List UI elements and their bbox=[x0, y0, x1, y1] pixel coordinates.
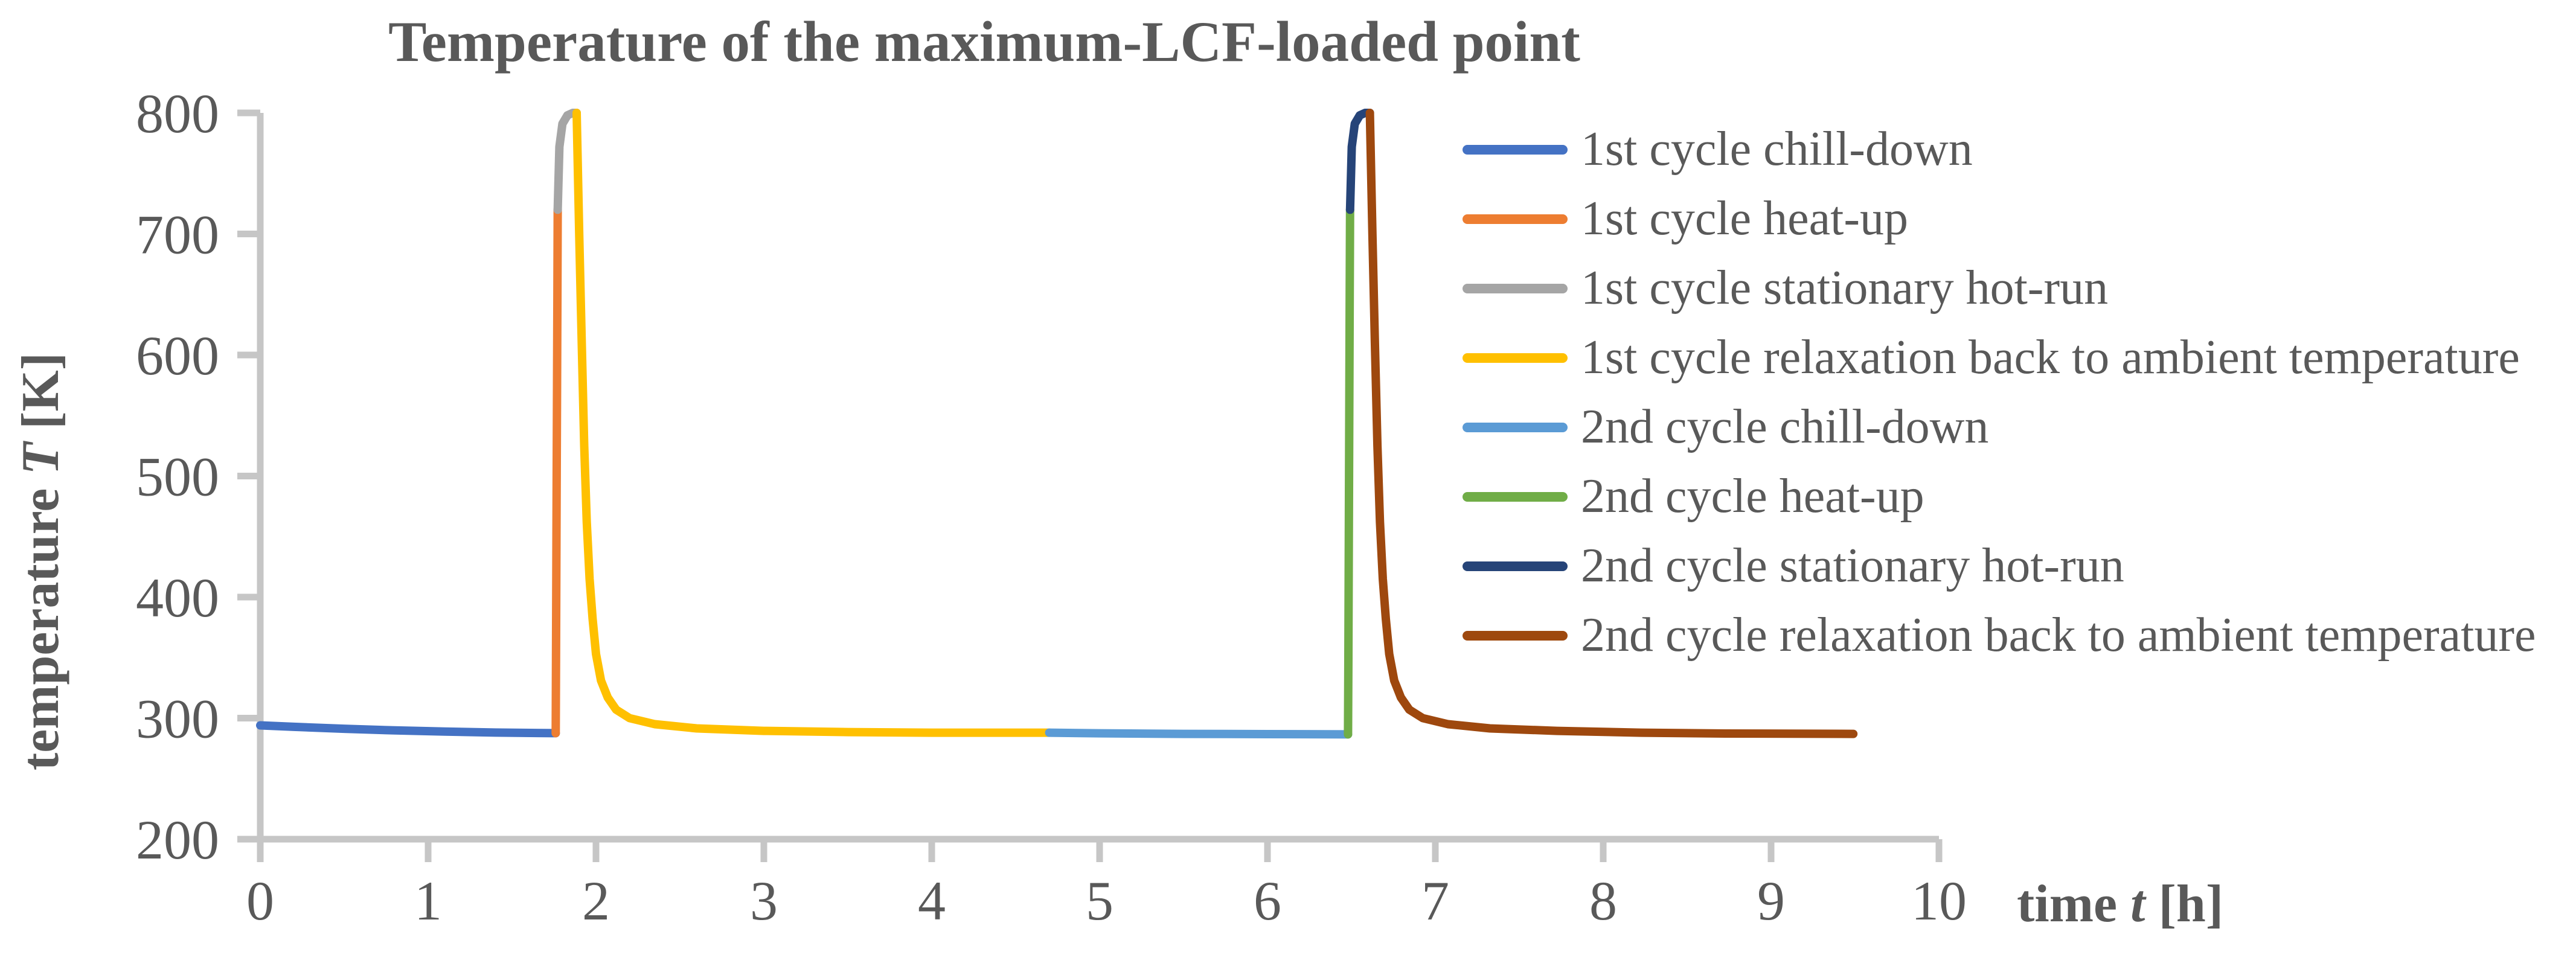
legend-swatch-line bbox=[1463, 214, 1568, 224]
x-tick-label: 9 bbox=[1757, 870, 1785, 932]
legend-swatch-line bbox=[1463, 283, 1568, 293]
y-tick-label: 300 bbox=[136, 688, 219, 750]
y-tick-label: 600 bbox=[136, 325, 219, 386]
legend-swatch-line bbox=[1463, 144, 1568, 155]
x-tick-label: 8 bbox=[1589, 870, 1617, 932]
legend-label: 1st cycle stationary hot-run bbox=[1581, 261, 2109, 315]
legend-swatch-line bbox=[1463, 422, 1568, 432]
legend-row: 2nd cycle relaxation back to ambient tem… bbox=[1463, 601, 2536, 670]
x-tick-label: 7 bbox=[1421, 870, 1449, 932]
x-axis-title-text: time bbox=[2017, 875, 2118, 933]
legend-row: 2nd cycle chill-down bbox=[1463, 392, 2536, 462]
series-1st-cycle-relaxation-back-to-ambient-temperature bbox=[572, 109, 1054, 737]
x-tick-label: 2 bbox=[582, 870, 610, 932]
series-2nd-cycle-heat-up bbox=[1344, 205, 1354, 739]
legend-label: 2nd cycle heat-up bbox=[1581, 470, 1924, 523]
legend-row: 1st cycle chill-down bbox=[1463, 115, 2536, 184]
legend-label: 2nd cycle relaxation back to ambient tem… bbox=[1581, 609, 2536, 662]
x-axis-title: time t [h] bbox=[2017, 874, 2223, 935]
legend-label: 2nd cycle stationary hot-run bbox=[1581, 539, 2124, 592]
chart-title: Temperature of the maximum-LCF-loaded po… bbox=[388, 10, 1580, 74]
legend-row: 2nd cycle stationary hot-run bbox=[1463, 531, 2536, 601]
x-tick-label: 3 bbox=[750, 870, 778, 932]
x-tick-label: 5 bbox=[1086, 870, 1113, 932]
series-1st-cycle-chill-down bbox=[256, 721, 560, 738]
legend: 1st cycle chill-down 1st cycle heat-up 1st… bbox=[1463, 115, 2536, 670]
y-tick-label: 200 bbox=[136, 809, 219, 871]
legend-row: 1st cycle stationary hot-run bbox=[1463, 254, 2536, 323]
legend-swatch-line bbox=[1463, 491, 1568, 502]
y-tick-label: 500 bbox=[136, 446, 219, 508]
legend-row: 1st cycle relaxation back to ambient tem… bbox=[1463, 323, 2536, 392]
y-tick-label: 400 bbox=[136, 567, 219, 628]
legend-label: 1st cycle heat-up bbox=[1581, 192, 1908, 245]
legend-swatch-line bbox=[1463, 561, 1568, 571]
legend-swatch-line bbox=[1463, 630, 1568, 641]
legend-label: 2nd cycle chill-down bbox=[1581, 400, 1989, 453]
y-tick-label: 800 bbox=[136, 83, 219, 144]
series-2nd-cycle-relaxation-back-to-ambient-temperature bbox=[1365, 109, 1858, 738]
x-tick-label: 4 bbox=[918, 870, 946, 932]
legend-row: 2nd cycle heat-up bbox=[1463, 462, 2536, 531]
x-axis-symbol: t bbox=[2130, 875, 2145, 933]
series-2nd-cycle-chill-down bbox=[1045, 728, 1353, 739]
x-axis-unit: [h] bbox=[2158, 875, 2224, 933]
y-tick-label: 700 bbox=[136, 204, 219, 266]
series-1st-cycle-heat-up bbox=[551, 205, 562, 738]
x-tick-label: 0 bbox=[246, 870, 274, 932]
x-tick-label: 1 bbox=[414, 870, 442, 932]
legend-label: 1st cycle relaxation back to ambient tem… bbox=[1581, 331, 2520, 384]
x-tick-label: 6 bbox=[1254, 870, 1281, 932]
legend-row: 1st cycle heat-up bbox=[1463, 184, 2536, 254]
legend-label: 1st cycle chill-down bbox=[1581, 123, 1973, 176]
x-tick-label: 10 bbox=[1911, 870, 1967, 932]
legend-swatch-line bbox=[1463, 353, 1568, 363]
